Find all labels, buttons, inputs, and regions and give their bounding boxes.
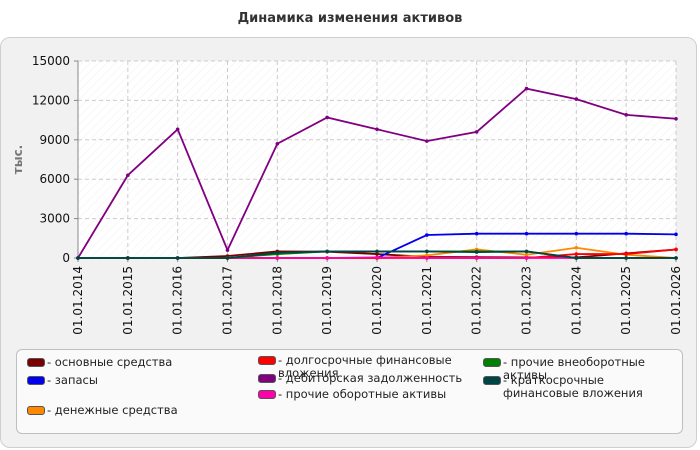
legend-swatch bbox=[258, 374, 276, 383]
legend-swatch bbox=[27, 406, 45, 415]
data-point bbox=[375, 127, 379, 132]
data-point bbox=[126, 173, 130, 178]
data-point bbox=[126, 256, 130, 260]
x-tick-label: 01.01.2015 bbox=[121, 266, 135, 335]
y-tick-label: 12000 bbox=[32, 93, 70, 107]
x-tick-label: 01.01.2022 bbox=[470, 266, 484, 335]
legend-label: - долгосрочные финансовые вложения bbox=[278, 353, 452, 380]
data-point bbox=[425, 253, 429, 258]
legend-item: - прочие внеоборотные активы bbox=[483, 356, 683, 382]
legend-swatch bbox=[483, 358, 501, 367]
data-point bbox=[275, 141, 280, 146]
data-point bbox=[375, 252, 379, 256]
data-point bbox=[375, 255, 379, 260]
data-point bbox=[325, 256, 329, 260]
chart-legend: - основные средства - запасы - денежные ср… bbox=[16, 349, 683, 434]
data-point bbox=[474, 256, 479, 260]
data-point bbox=[524, 249, 529, 254]
legend-item: - краткосрочные финансовые вложения bbox=[483, 374, 683, 400]
legend-item: - долгосрочные финансовые вложения bbox=[258, 354, 478, 380]
data-point bbox=[425, 249, 429, 254]
data-point bbox=[624, 113, 628, 117]
y-axis-label: тыс. bbox=[11, 145, 25, 174]
legend-item: - основные средства bbox=[27, 356, 257, 369]
y-tick-label: 9000 bbox=[39, 133, 70, 147]
x-tick-label: 01.01.2021 bbox=[420, 266, 434, 335]
data-point bbox=[624, 252, 628, 256]
data-point bbox=[574, 97, 579, 101]
data-point bbox=[674, 232, 678, 237]
legend-label: - денежные средства bbox=[47, 403, 178, 417]
legend-label: - прочие внеоборотные активы bbox=[503, 355, 645, 382]
data-point bbox=[175, 127, 180, 132]
data-point bbox=[325, 249, 329, 254]
data-point bbox=[375, 249, 379, 254]
data-point bbox=[76, 256, 80, 260]
x-tick-label: 01.01.2020 bbox=[370, 266, 384, 335]
legend-item: - денежные средства bbox=[27, 404, 257, 417]
legend-label: - прочие оборотные активы bbox=[278, 387, 447, 401]
data-point bbox=[574, 231, 579, 236]
data-point bbox=[524, 231, 529, 236]
y-tick-label: 6000 bbox=[39, 172, 70, 186]
data-point bbox=[474, 231, 479, 236]
data-point bbox=[674, 116, 678, 121]
data-point bbox=[425, 139, 429, 143]
data-point bbox=[425, 233, 429, 237]
data-point bbox=[275, 250, 280, 255]
data-point bbox=[474, 130, 479, 134]
legend-swatch bbox=[258, 390, 276, 399]
legend-item: - запасы bbox=[27, 374, 257, 387]
data-point bbox=[624, 231, 628, 236]
x-tick-label: 01.01.2025 bbox=[619, 266, 633, 335]
data-point bbox=[624, 256, 628, 260]
x-tick-label: 01.01.2023 bbox=[520, 266, 534, 335]
legend-swatch bbox=[27, 376, 45, 385]
y-tick-label: 0 bbox=[62, 251, 70, 265]
legend-item: - прочие оборотные активы bbox=[258, 388, 478, 401]
data-point bbox=[574, 245, 579, 250]
data-point bbox=[474, 250, 479, 254]
chart-title: Динамика изменения активов bbox=[237, 11, 463, 26]
data-point bbox=[574, 252, 579, 256]
x-tick-label: 01.01.2017 bbox=[221, 266, 235, 335]
data-point bbox=[524, 252, 529, 257]
data-point bbox=[425, 256, 429, 260]
y-tick-label: 3000 bbox=[39, 212, 70, 226]
x-tick-label: 01.01.2026 bbox=[669, 266, 683, 335]
legend-swatch bbox=[483, 376, 501, 385]
legend-label: - дебиторская задолженность bbox=[278, 371, 463, 385]
data-point bbox=[275, 256, 280, 260]
x-tick-label: 01.01.2016 bbox=[171, 266, 185, 335]
x-tick-label: 01.01.2014 bbox=[71, 266, 85, 335]
legend-label: - краткосрочные финансовые вложения bbox=[503, 373, 643, 400]
legend-label: - запасы bbox=[47, 373, 98, 387]
data-point bbox=[674, 247, 678, 252]
data-point bbox=[175, 256, 180, 260]
data-point bbox=[524, 256, 529, 260]
x-tick-label: 01.01.2018 bbox=[270, 266, 284, 335]
x-tick-label: 01.01.2024 bbox=[569, 266, 583, 335]
y-tick-label: 15000 bbox=[32, 54, 70, 68]
legend-swatch bbox=[258, 356, 276, 365]
data-point bbox=[524, 86, 529, 91]
legend-swatch bbox=[27, 358, 45, 367]
x-tick-label: 01.01.2019 bbox=[320, 266, 334, 335]
legend-item: - дебиторская задолженность bbox=[258, 372, 478, 385]
data-point bbox=[574, 256, 579, 260]
data-point bbox=[225, 256, 230, 260]
data-point bbox=[325, 115, 329, 120]
data-point bbox=[225, 248, 230, 252]
legend-label: - основные средства bbox=[47, 355, 173, 369]
data-point bbox=[674, 256, 678, 260]
